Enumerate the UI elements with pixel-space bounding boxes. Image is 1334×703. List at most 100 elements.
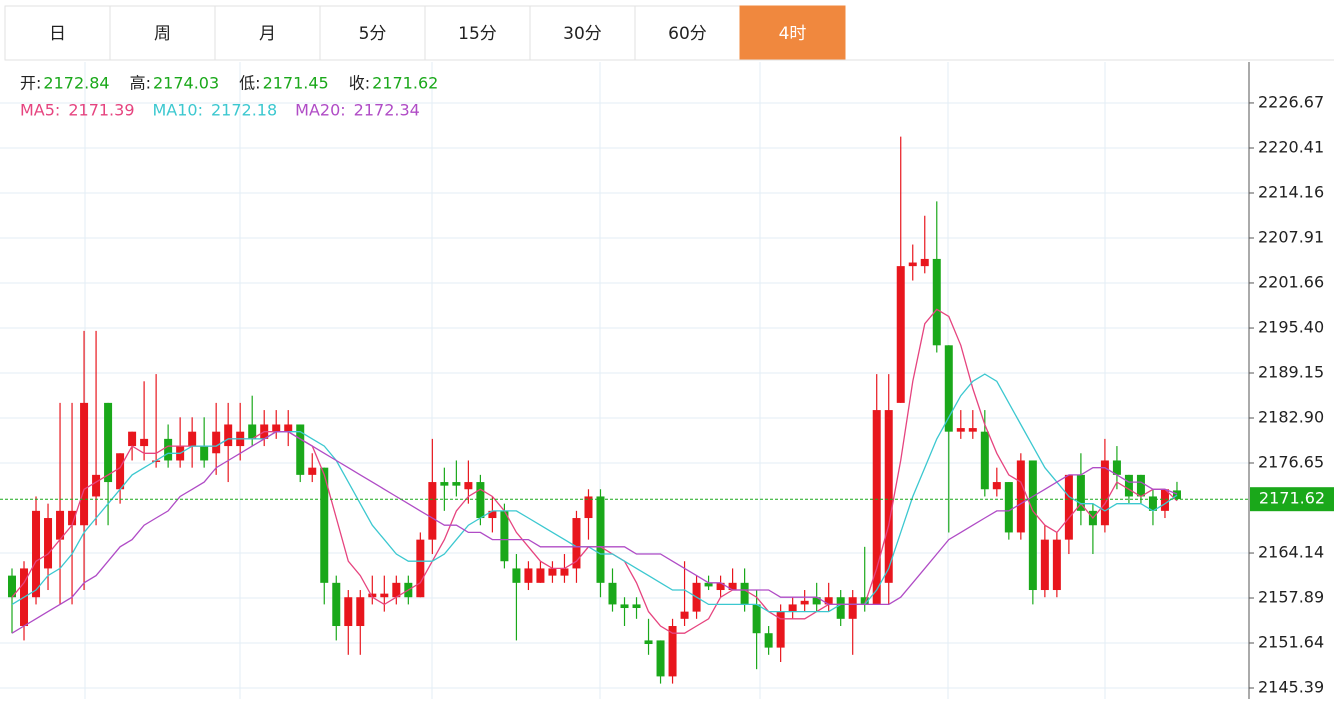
- candle-body: [512, 568, 521, 583]
- candle-body: [332, 582, 341, 627]
- tab-label[interactable]: 5分: [359, 24, 387, 44]
- tab-label[interactable]: 4时: [779, 24, 807, 44]
- candle-body: [272, 424, 281, 432]
- tab-bg[interactable]: [214, 5, 321, 61]
- candle-body: [1016, 460, 1025, 533]
- candle-body: [752, 604, 761, 634]
- candle-body: [344, 597, 353, 627]
- quote-value: 2174.03: [153, 74, 219, 93]
- tab-bg[interactable]: [634, 5, 741, 61]
- candle-body: [668, 626, 677, 677]
- quote-value: 2172.84: [43, 74, 109, 93]
- candle-body: [572, 518, 581, 569]
- candle-body: [908, 262, 917, 267]
- ma-line: [11, 431, 1178, 634]
- candle-body: [80, 402, 89, 526]
- tab-label[interactable]: 月: [259, 24, 276, 44]
- candle-body: [524, 568, 533, 583]
- y-tick-label: 2195.40: [1258, 318, 1324, 337]
- candle-body: [1004, 482, 1013, 533]
- candle-body: [608, 582, 617, 605]
- candle-body: [56, 510, 65, 540]
- candle-body: [1124, 474, 1133, 497]
- tab-label[interactable]: 30分: [563, 24, 602, 44]
- candle-body: [1172, 490, 1181, 500]
- quote-value: 2171.45: [263, 74, 329, 93]
- candle-body: [1112, 460, 1121, 475]
- last-price-label: 2171.62: [1259, 489, 1325, 508]
- candle-body: [356, 597, 365, 627]
- grid: [0, 62, 1249, 699]
- tab-bg[interactable]: [739, 5, 846, 61]
- quote-value: 2171.62: [372, 74, 438, 93]
- tab-label[interactable]: 60分: [668, 24, 707, 44]
- tab-bg[interactable]: [4, 5, 111, 61]
- y-tick-label: 2189.15: [1258, 363, 1324, 382]
- last-price-box: [1250, 487, 1334, 512]
- candle-body: [536, 568, 545, 583]
- candle-body: [140, 438, 149, 447]
- candle-body: [284, 424, 293, 432]
- y-tick-label: 2214.16: [1258, 182, 1324, 201]
- candle-body: [680, 611, 689, 619]
- ma-value: 2172.34: [354, 101, 420, 120]
- candle-body: [200, 446, 209, 461]
- candle-body: [992, 482, 1001, 490]
- tab-label[interactable]: 周: [154, 24, 171, 44]
- candle-body: [428, 482, 437, 540]
- candle-body: [164, 438, 173, 461]
- candle-body: [932, 258, 941, 346]
- candle-body: [740, 582, 749, 605]
- candle-body: [224, 424, 233, 447]
- candle-body: [188, 431, 197, 447]
- header: 开: 2172.84 高: 2174.03 低: 2171.45 收: 2171.62 MA5:…: [20, 74, 438, 120]
- candle-body: [1148, 496, 1157, 511]
- tab-label[interactable]: 日: [49, 24, 66, 44]
- ma-label: MA10:: [153, 101, 204, 120]
- candle-body: [656, 640, 665, 677]
- ma-line: [11, 373, 1178, 613]
- candle-body: [92, 474, 101, 497]
- candle-body: [824, 597, 833, 605]
- candle-body: [584, 496, 593, 519]
- candle-body: [872, 410, 881, 605]
- y-tick-label: 2145.39: [1258, 677, 1324, 696]
- candle-body: [716, 582, 725, 591]
- candle-body: [1076, 474, 1085, 511]
- candle-body: [884, 410, 893, 583]
- candle-body: [416, 539, 425, 598]
- candle-body: [644, 640, 653, 645]
- tabs: 日 周 月 5分 15分 30分 60分 4时: [4, 5, 1334, 61]
- candle-body: [1064, 474, 1073, 540]
- ma-value: 2171.39: [68, 101, 134, 120]
- candle-body: [392, 582, 401, 598]
- candle-body: [32, 510, 41, 598]
- candle-body: [128, 431, 137, 447]
- tab-bg[interactable]: [319, 5, 426, 61]
- candle-body: [440, 482, 449, 486]
- candle-body: [68, 510, 77, 526]
- candle-body: [452, 482, 461, 486]
- candle-body: [632, 604, 641, 609]
- candle-body: [560, 568, 569, 576]
- candle-body: [956, 428, 965, 432]
- y-tick-label: 2176.65: [1258, 452, 1324, 471]
- candle-body: [728, 582, 737, 591]
- quote-label: 收:: [349, 74, 370, 93]
- y-tick-label: 2182.90: [1258, 408, 1324, 427]
- candle-body: [1052, 539, 1061, 591]
- candle-body: [44, 518, 53, 569]
- candle-body: [548, 568, 557, 576]
- candle-body: [860, 597, 869, 605]
- candle-body: [308, 467, 317, 475]
- tab-label[interactable]: 15分: [458, 24, 497, 44]
- candle-body: [620, 604, 629, 609]
- candle-body: [248, 424, 257, 439]
- candle-body: [296, 424, 305, 475]
- candle-body: [488, 510, 497, 519]
- candle-body: [320, 467, 329, 583]
- tab-bg[interactable]: [529, 5, 636, 61]
- tab-bg[interactable]: [109, 5, 216, 61]
